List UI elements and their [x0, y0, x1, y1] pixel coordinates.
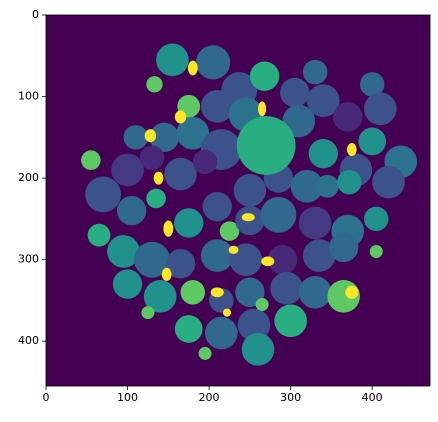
y-tick-label: 400 — [18, 334, 39, 347]
x-tick-label: 100 — [117, 391, 138, 404]
x-tick-label: 400 — [362, 391, 383, 404]
y-tick-label: 0 — [32, 8, 39, 21]
x-tick-label: 0 — [43, 391, 50, 404]
x-tick-label: 200 — [199, 391, 220, 404]
y-tick-label: 200 — [18, 171, 39, 184]
y-tick-label: 300 — [18, 253, 39, 266]
axes-frame — [45, 14, 431, 387]
y-tick-label: 100 — [18, 90, 39, 103]
x-tick-label: 300 — [280, 391, 301, 404]
segments — [81, 43, 418, 366]
image — [46, 15, 430, 386]
